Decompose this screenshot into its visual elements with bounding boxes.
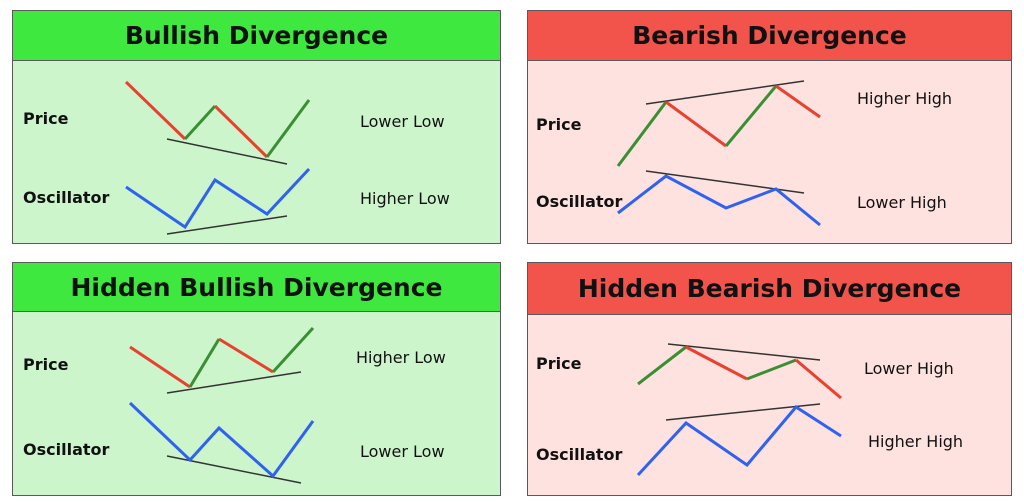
price-up-segment bbox=[188, 338, 221, 388]
oscillator-note: Lower High bbox=[857, 193, 947, 212]
price-down-segment bbox=[795, 358, 842, 400]
panel-title: Hidden Bullish Divergence bbox=[13, 263, 500, 312]
oscillator-note: Higher Low bbox=[360, 189, 450, 208]
price-down-segment bbox=[213, 104, 269, 159]
price-label: Price bbox=[23, 355, 69, 374]
price-label: Price bbox=[536, 115, 582, 134]
price-note: Higher High bbox=[857, 89, 953, 108]
oscillator-label: Oscillator bbox=[23, 188, 110, 207]
oscillator-trendline bbox=[645, 170, 805, 194]
oscillator-line bbox=[636, 405, 842, 477]
price-trendline bbox=[166, 371, 302, 394]
price-down-segment bbox=[685, 345, 748, 381]
oscillator-line bbox=[125, 167, 311, 230]
hidden-bearish-divergence-panel: Hidden Bearish Divergence Price Oscillat… bbox=[527, 262, 1012, 496]
price-up-segment bbox=[746, 358, 797, 381]
price-trendline bbox=[667, 343, 821, 361]
oscillator-label: Oscillator bbox=[536, 445, 623, 464]
oscillator-label: Oscillator bbox=[536, 192, 623, 211]
price-up-segment bbox=[637, 345, 687, 386]
panel-title: Hidden Bearish Divergence bbox=[528, 263, 1011, 315]
price-up-segment bbox=[265, 99, 311, 158]
oscillator-note: Higher High bbox=[868, 432, 964, 451]
price-up-segment bbox=[724, 85, 778, 147]
divergence-lines bbox=[636, 343, 842, 477]
oscillator-note: Lower Low bbox=[360, 442, 445, 461]
oscillator-trendline bbox=[166, 215, 288, 235]
price-note: Lower Low bbox=[360, 112, 445, 131]
panel-title: Bullish Divergence bbox=[13, 11, 500, 61]
price-up-segment bbox=[183, 104, 217, 141]
price-down-segment bbox=[775, 84, 821, 119]
price-trendline bbox=[166, 138, 288, 165]
price-note: Lower High bbox=[864, 359, 954, 378]
divergence-lines bbox=[124, 80, 311, 235]
bearish-divergence-panel: Bearish Divergence Price Oscillator High… bbox=[527, 10, 1012, 244]
price-down-segment bbox=[665, 100, 727, 148]
oscillator-trendline bbox=[166, 455, 302, 484]
oscillator-label: Oscillator bbox=[23, 440, 110, 459]
price-note: Higher Low bbox=[356, 348, 446, 367]
price-up-segment bbox=[271, 326, 315, 374]
oscillator-line bbox=[617, 174, 821, 227]
price-label: Price bbox=[536, 354, 582, 373]
hidden-bullish-divergence-panel: Hidden Bullish Divergence Price Oscillat… bbox=[12, 262, 501, 496]
price-down-segment bbox=[218, 337, 274, 374]
price-down-segment bbox=[124, 80, 187, 141]
price-up-segment bbox=[616, 101, 668, 167]
price-trendline bbox=[645, 80, 805, 105]
price-label: Price bbox=[23, 109, 69, 128]
oscillator-line bbox=[128, 401, 315, 479]
divergence-lines bbox=[128, 326, 315, 484]
panel-title: Bearish Divergence bbox=[528, 11, 1011, 61]
price-down-segment bbox=[129, 345, 191, 389]
bullish-divergence-panel: Bullish Divergence Price Oscillator Lowe… bbox=[12, 10, 501, 244]
divergence-lines bbox=[616, 80, 821, 227]
